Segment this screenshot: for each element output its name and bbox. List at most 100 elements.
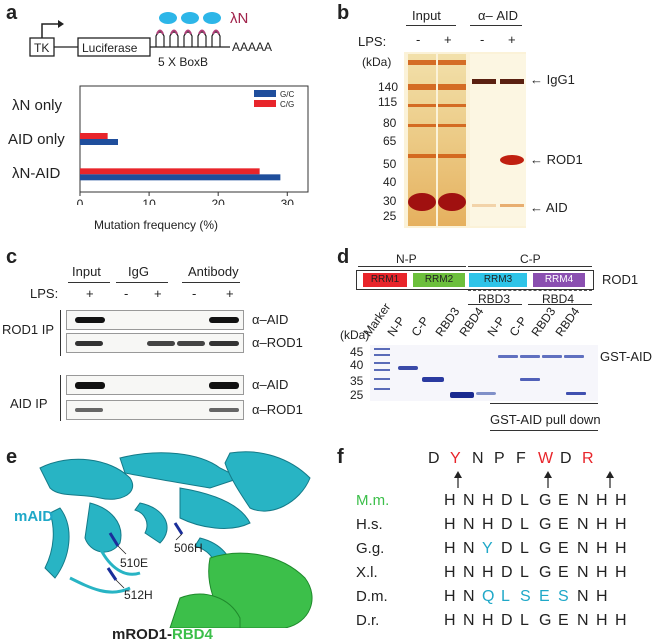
res-510e: 510E	[120, 556, 149, 570]
col-igg: IgG	[128, 264, 149, 279]
rbd4-text: RBD4	[172, 626, 213, 643]
marker-label: 80	[383, 116, 397, 130]
consensus-residue: D	[428, 450, 440, 467]
rbd3-label: RBD3	[478, 292, 511, 306]
blot-aidip-aid	[66, 375, 244, 395]
marker-label: 115	[378, 95, 398, 109]
col-antibody: Antibody	[188, 264, 239, 279]
cp-label: C-P	[520, 252, 541, 266]
residue: E	[558, 516, 569, 533]
residue: N	[463, 540, 475, 557]
consensus-residue: F	[516, 450, 526, 467]
np-label: N-P	[396, 252, 417, 266]
mrod1-text: mROD1-	[112, 626, 173, 643]
residue: L	[520, 540, 529, 557]
aid-text: AID	[545, 200, 568, 215]
mrod1-rbd4-label: mROD1-RBD4	[112, 626, 213, 643]
residue: H	[596, 540, 608, 557]
lps-sign: +	[86, 286, 94, 301]
x-tick-label: 0	[77, 197, 84, 205]
lps-sign: +	[154, 286, 162, 301]
residue: D	[501, 540, 513, 557]
lane-label: N-P	[484, 314, 508, 339]
species-name: H.s.	[356, 516, 383, 533]
rod1-ip-label: ROD1 IP	[2, 322, 55, 337]
lane-label: RBD4	[456, 304, 487, 339]
lane-label: N-P	[384, 314, 408, 339]
residue: H	[444, 564, 456, 581]
consensus-residue: P	[494, 450, 505, 467]
rrm2-domain: RRM2	[413, 273, 465, 287]
residue: N	[577, 540, 589, 557]
marker-label: 35	[350, 374, 364, 388]
residue: N	[463, 516, 475, 533]
residue: H	[482, 564, 494, 581]
residue: H	[615, 540, 627, 557]
blot-label-aid-2: α–AID	[252, 377, 289, 392]
species-name: G.g.	[356, 540, 385, 557]
aid-ip-label: AID IP	[10, 396, 48, 411]
residue: N	[463, 564, 475, 581]
marker-label: 30	[383, 194, 397, 208]
mutation-frequency-bar-chart: 0 10 20 30 G/CC/G	[77, 85, 309, 205]
col-input: Input	[72, 264, 101, 279]
residue: E	[558, 612, 569, 629]
residue: G	[539, 612, 552, 629]
consensus-residue: D	[560, 450, 572, 467]
lane-label: RBD3	[432, 304, 463, 339]
bar-cg	[80, 168, 260, 175]
blot-rod1ip-rod1	[66, 333, 244, 353]
coomassie-gel	[370, 345, 598, 401]
consensus-residue: W	[538, 450, 554, 467]
igg1-band-label: ← IgG1	[530, 72, 575, 87]
kda-label-d: (kDa)	[340, 328, 370, 342]
lane-labels: Marker N-P C-P RBD3 RBD4 N-P C-P RBD3 RB…	[361, 300, 592, 343]
rrm3-domain: RRM3	[469, 273, 527, 287]
lane-label: C-P	[408, 314, 432, 339]
maid-label: mAID	[14, 508, 54, 525]
residue: N	[577, 612, 589, 629]
lane-label: C-P	[506, 314, 530, 339]
blot-label-rod1-1: α–ROD1	[252, 335, 303, 350]
rrm1-domain: RRM1	[363, 273, 407, 287]
lane-label: RBD4	[552, 304, 583, 339]
marker-label: 45	[350, 345, 364, 359]
residue: H	[482, 612, 494, 629]
residue: G	[539, 540, 552, 557]
x-tick-label: 20	[212, 197, 226, 205]
residue: H	[615, 516, 627, 533]
boxb-label: 5 X BoxB	[158, 55, 209, 69]
gst-aid-label: GST-AID	[600, 349, 652, 364]
blot-aidip-rod1	[66, 400, 244, 420]
residue: H	[596, 492, 608, 509]
aid-band-label: ← AID	[530, 200, 568, 215]
lps-label-b: LPS:	[358, 34, 387, 49]
kda-label-b: (kDa)	[362, 55, 392, 69]
residue: H	[482, 492, 494, 509]
residue: L	[520, 564, 529, 581]
residue: G	[539, 564, 552, 581]
bar-gc	[80, 139, 118, 145]
lps-sign: -	[192, 286, 197, 301]
residue: H	[596, 588, 608, 605]
residue: Q	[482, 588, 495, 605]
category-label-aid-only: AID only	[8, 131, 65, 148]
panel-f-label: f	[337, 446, 344, 468]
residue: D	[501, 612, 513, 629]
residue: N	[577, 492, 589, 509]
silver-stain-gel	[404, 52, 526, 228]
species-name: D.m.	[356, 588, 388, 605]
category-label-lambdan-only: λN only	[12, 97, 63, 114]
category-label-lambdan-aid: λN-AID	[12, 165, 61, 182]
residue: H	[615, 564, 627, 581]
residue: H	[444, 492, 456, 509]
lps-sign: +	[444, 32, 452, 47]
marker-label: 25	[350, 388, 364, 402]
residue: Y	[482, 540, 493, 557]
species-row: M.m. H N H D L G E N H H	[356, 492, 646, 514]
reporter-construct-diagram	[29, 12, 230, 57]
input-header: Input	[412, 8, 441, 23]
residue: H	[444, 612, 456, 629]
residue: L	[520, 516, 529, 533]
consensus-residue: N	[472, 450, 484, 467]
